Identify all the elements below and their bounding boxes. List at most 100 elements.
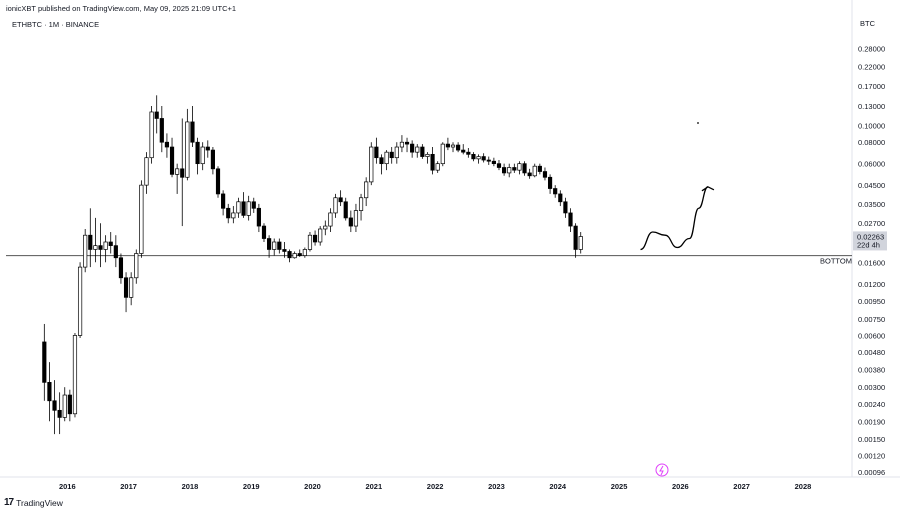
candle-body xyxy=(537,165,542,172)
candle-body xyxy=(517,163,522,171)
footer[interactable]: 17 TradingView xyxy=(4,497,63,508)
candle-body xyxy=(323,225,328,230)
projection-layer xyxy=(640,122,715,477)
y-tick-label: 0.08000 xyxy=(858,138,885,147)
candle-body xyxy=(52,400,57,411)
candle-body xyxy=(144,157,149,186)
candle-body xyxy=(118,257,124,279)
candle-body xyxy=(573,225,578,250)
candle-body xyxy=(113,245,118,259)
candle-body xyxy=(440,143,445,165)
chart-grid xyxy=(0,0,900,478)
candle-body xyxy=(205,146,210,151)
candle-body xyxy=(93,245,98,250)
x-tick-label: 2027 xyxy=(733,482,750,491)
candle-body xyxy=(364,181,369,199)
candle-body xyxy=(389,151,394,159)
candle-body xyxy=(532,165,537,177)
candle-body xyxy=(88,234,93,250)
candle-body xyxy=(410,143,415,153)
candle-body xyxy=(215,168,221,195)
candle-body xyxy=(420,146,425,157)
candle-body xyxy=(471,153,476,160)
candle-body xyxy=(292,253,297,259)
candle-body xyxy=(154,111,159,119)
candle-body xyxy=(445,143,450,148)
candle-body xyxy=(236,201,241,214)
price-tag-box xyxy=(853,231,887,251)
candle-body xyxy=(62,394,67,418)
candle-body xyxy=(134,253,139,279)
candle-body xyxy=(476,156,481,160)
candle-body xyxy=(302,249,307,256)
candle-body xyxy=(175,168,180,175)
projection-arrowhead-icon xyxy=(701,186,715,192)
y-tick-label: 0.22000 xyxy=(858,63,885,72)
candle-body xyxy=(384,151,389,165)
candle-body xyxy=(450,144,456,148)
publisher-header: ionicXBT published on TradingView.com, M… xyxy=(6,4,237,13)
candle-body xyxy=(343,201,348,219)
x-tick-label: 2025 xyxy=(611,482,628,491)
candle-body xyxy=(103,241,108,250)
x-tick-label: 2021 xyxy=(365,482,382,491)
x-tick-label: 2019 xyxy=(243,482,260,491)
candle-body xyxy=(553,188,558,195)
bottom-label: BOTTOM xyxy=(820,257,852,266)
x-tick-label: 2017 xyxy=(120,482,137,491)
candle-body xyxy=(267,238,272,250)
candle-body xyxy=(496,163,502,168)
candle-body xyxy=(261,225,267,239)
candle-body xyxy=(328,212,333,227)
candle-body xyxy=(512,167,517,171)
x-tick-label: 2022 xyxy=(427,482,444,491)
price-tag-value: 0.02263 xyxy=(857,232,884,241)
candle-body xyxy=(226,207,231,219)
tradingview-brand: TradingView xyxy=(16,497,63,508)
candle-body xyxy=(394,146,399,159)
candle-body xyxy=(404,141,410,145)
candle-body xyxy=(139,184,144,254)
x-tick-label: 2024 xyxy=(549,482,567,491)
y-tick-label: 0.00600 xyxy=(858,331,885,340)
candle-body xyxy=(578,236,583,250)
y-tick-label: 0.00190 xyxy=(858,417,885,426)
candle-body xyxy=(195,141,200,165)
candle-body xyxy=(221,193,226,209)
candle-body xyxy=(98,245,103,250)
candle-body xyxy=(507,167,512,174)
candle-body xyxy=(307,234,313,250)
candle-body xyxy=(159,118,164,143)
candle-body xyxy=(42,341,47,383)
projection-curve xyxy=(640,186,709,251)
candle-body xyxy=(164,141,170,148)
bottom-line-layer: BOTTOM xyxy=(6,255,852,266)
candle-body xyxy=(83,234,88,268)
candle-body xyxy=(333,197,338,214)
candle-body xyxy=(297,253,302,256)
x-tick-label: 2018 xyxy=(182,482,199,491)
candle-body xyxy=(358,197,364,211)
candle-body xyxy=(374,146,379,159)
candle-body xyxy=(318,228,323,243)
candle-body xyxy=(231,212,236,219)
candle-body xyxy=(287,251,292,259)
y-tick-label: 0.00380 xyxy=(858,366,885,375)
candle-body xyxy=(547,176,553,189)
y-tick-label: 0.00240 xyxy=(858,400,885,409)
y-tick-label: 0.13000 xyxy=(858,102,885,111)
symbol-label[interactable]: ETHBTC · 1M · BINANCE xyxy=(12,20,100,29)
candle-body xyxy=(568,212,573,227)
y-tick-label: 0.28000 xyxy=(858,45,885,54)
candle-body xyxy=(277,241,282,250)
candle-body xyxy=(185,121,190,178)
y-tick-label: 0.00480 xyxy=(858,348,885,357)
candle-body xyxy=(502,167,507,174)
candle-body xyxy=(149,111,154,159)
x-axis: 2016 2017 2018 2019 2020 2021 2022 2023 2024 2025… xyxy=(59,482,811,491)
candle-body xyxy=(256,207,261,227)
x-tick-label: 2016 xyxy=(59,482,76,491)
candle-body xyxy=(435,163,440,171)
lightning-indicator-icon xyxy=(655,463,669,477)
